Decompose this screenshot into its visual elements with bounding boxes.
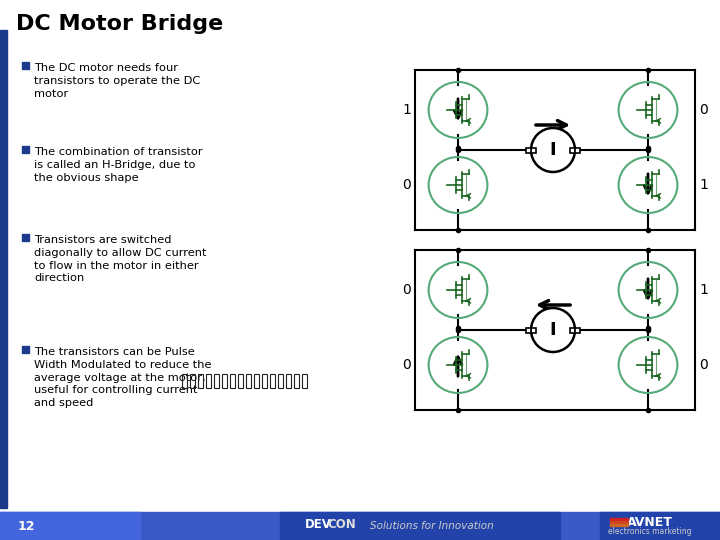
Text: 0: 0 xyxy=(402,178,411,192)
Bar xyxy=(0,512,720,540)
Bar xyxy=(22,346,29,353)
Text: Solutions for Innovation: Solutions for Innovation xyxy=(370,521,494,531)
Text: I: I xyxy=(549,141,557,159)
Bar xyxy=(22,146,29,153)
Text: The combination of transistor
is called an H-Bridge, due to
the obvious shape: The combination of transistor is called … xyxy=(34,147,202,183)
Text: 1: 1 xyxy=(699,283,708,297)
Bar xyxy=(0,512,140,540)
Bar xyxy=(230,374,235,388)
Text: The transistors can be Pulse
Width Modulated to reduce the
average voltage at th: The transistors can be Pulse Width Modul… xyxy=(34,347,212,408)
Bar xyxy=(570,327,575,333)
Text: I: I xyxy=(549,321,557,339)
Bar xyxy=(222,374,227,388)
Bar xyxy=(600,512,720,540)
Bar xyxy=(575,327,580,333)
Bar xyxy=(22,234,29,241)
Bar xyxy=(302,374,307,388)
Text: 0: 0 xyxy=(402,283,411,297)
Bar xyxy=(531,327,536,333)
Bar xyxy=(214,374,219,388)
Text: 0: 0 xyxy=(699,358,708,372)
Bar xyxy=(286,374,291,388)
Bar xyxy=(182,374,187,388)
Text: DEV: DEV xyxy=(305,518,332,531)
Circle shape xyxy=(531,308,575,352)
Text: 12: 12 xyxy=(18,519,35,532)
Bar xyxy=(238,374,243,388)
Bar xyxy=(610,523,628,526)
Bar xyxy=(198,374,203,388)
Text: 1: 1 xyxy=(402,103,411,117)
Text: 0: 0 xyxy=(699,103,708,117)
Bar xyxy=(190,374,195,388)
Bar xyxy=(575,147,580,152)
Text: 1: 1 xyxy=(699,178,708,192)
Circle shape xyxy=(531,128,575,172)
Text: 0: 0 xyxy=(402,358,411,372)
Bar xyxy=(570,147,575,152)
Bar xyxy=(610,517,628,520)
Bar xyxy=(254,374,259,388)
Bar xyxy=(270,374,275,388)
Bar xyxy=(206,374,211,388)
Text: CON: CON xyxy=(327,518,356,531)
Bar xyxy=(526,147,531,152)
Text: DC Motor Bridge: DC Motor Bridge xyxy=(16,14,223,34)
Bar xyxy=(278,374,283,388)
Bar xyxy=(531,147,536,152)
Bar xyxy=(262,374,267,388)
Text: AVNET: AVNET xyxy=(627,516,673,530)
Bar xyxy=(526,327,531,333)
Bar xyxy=(280,512,560,540)
Bar xyxy=(22,62,29,69)
Bar xyxy=(610,521,628,523)
Text: electronics marketing: electronics marketing xyxy=(608,526,692,536)
Text: The DC motor needs four
transistors to operate the DC
motor: The DC motor needs four transistors to o… xyxy=(34,63,200,99)
Bar xyxy=(246,374,251,388)
Bar xyxy=(294,374,299,388)
Bar xyxy=(0,30,7,508)
Text: Transistors are switched
diagonally to allow DC current
to flow in the motor in : Transistors are switched diagonally to a… xyxy=(34,235,207,284)
